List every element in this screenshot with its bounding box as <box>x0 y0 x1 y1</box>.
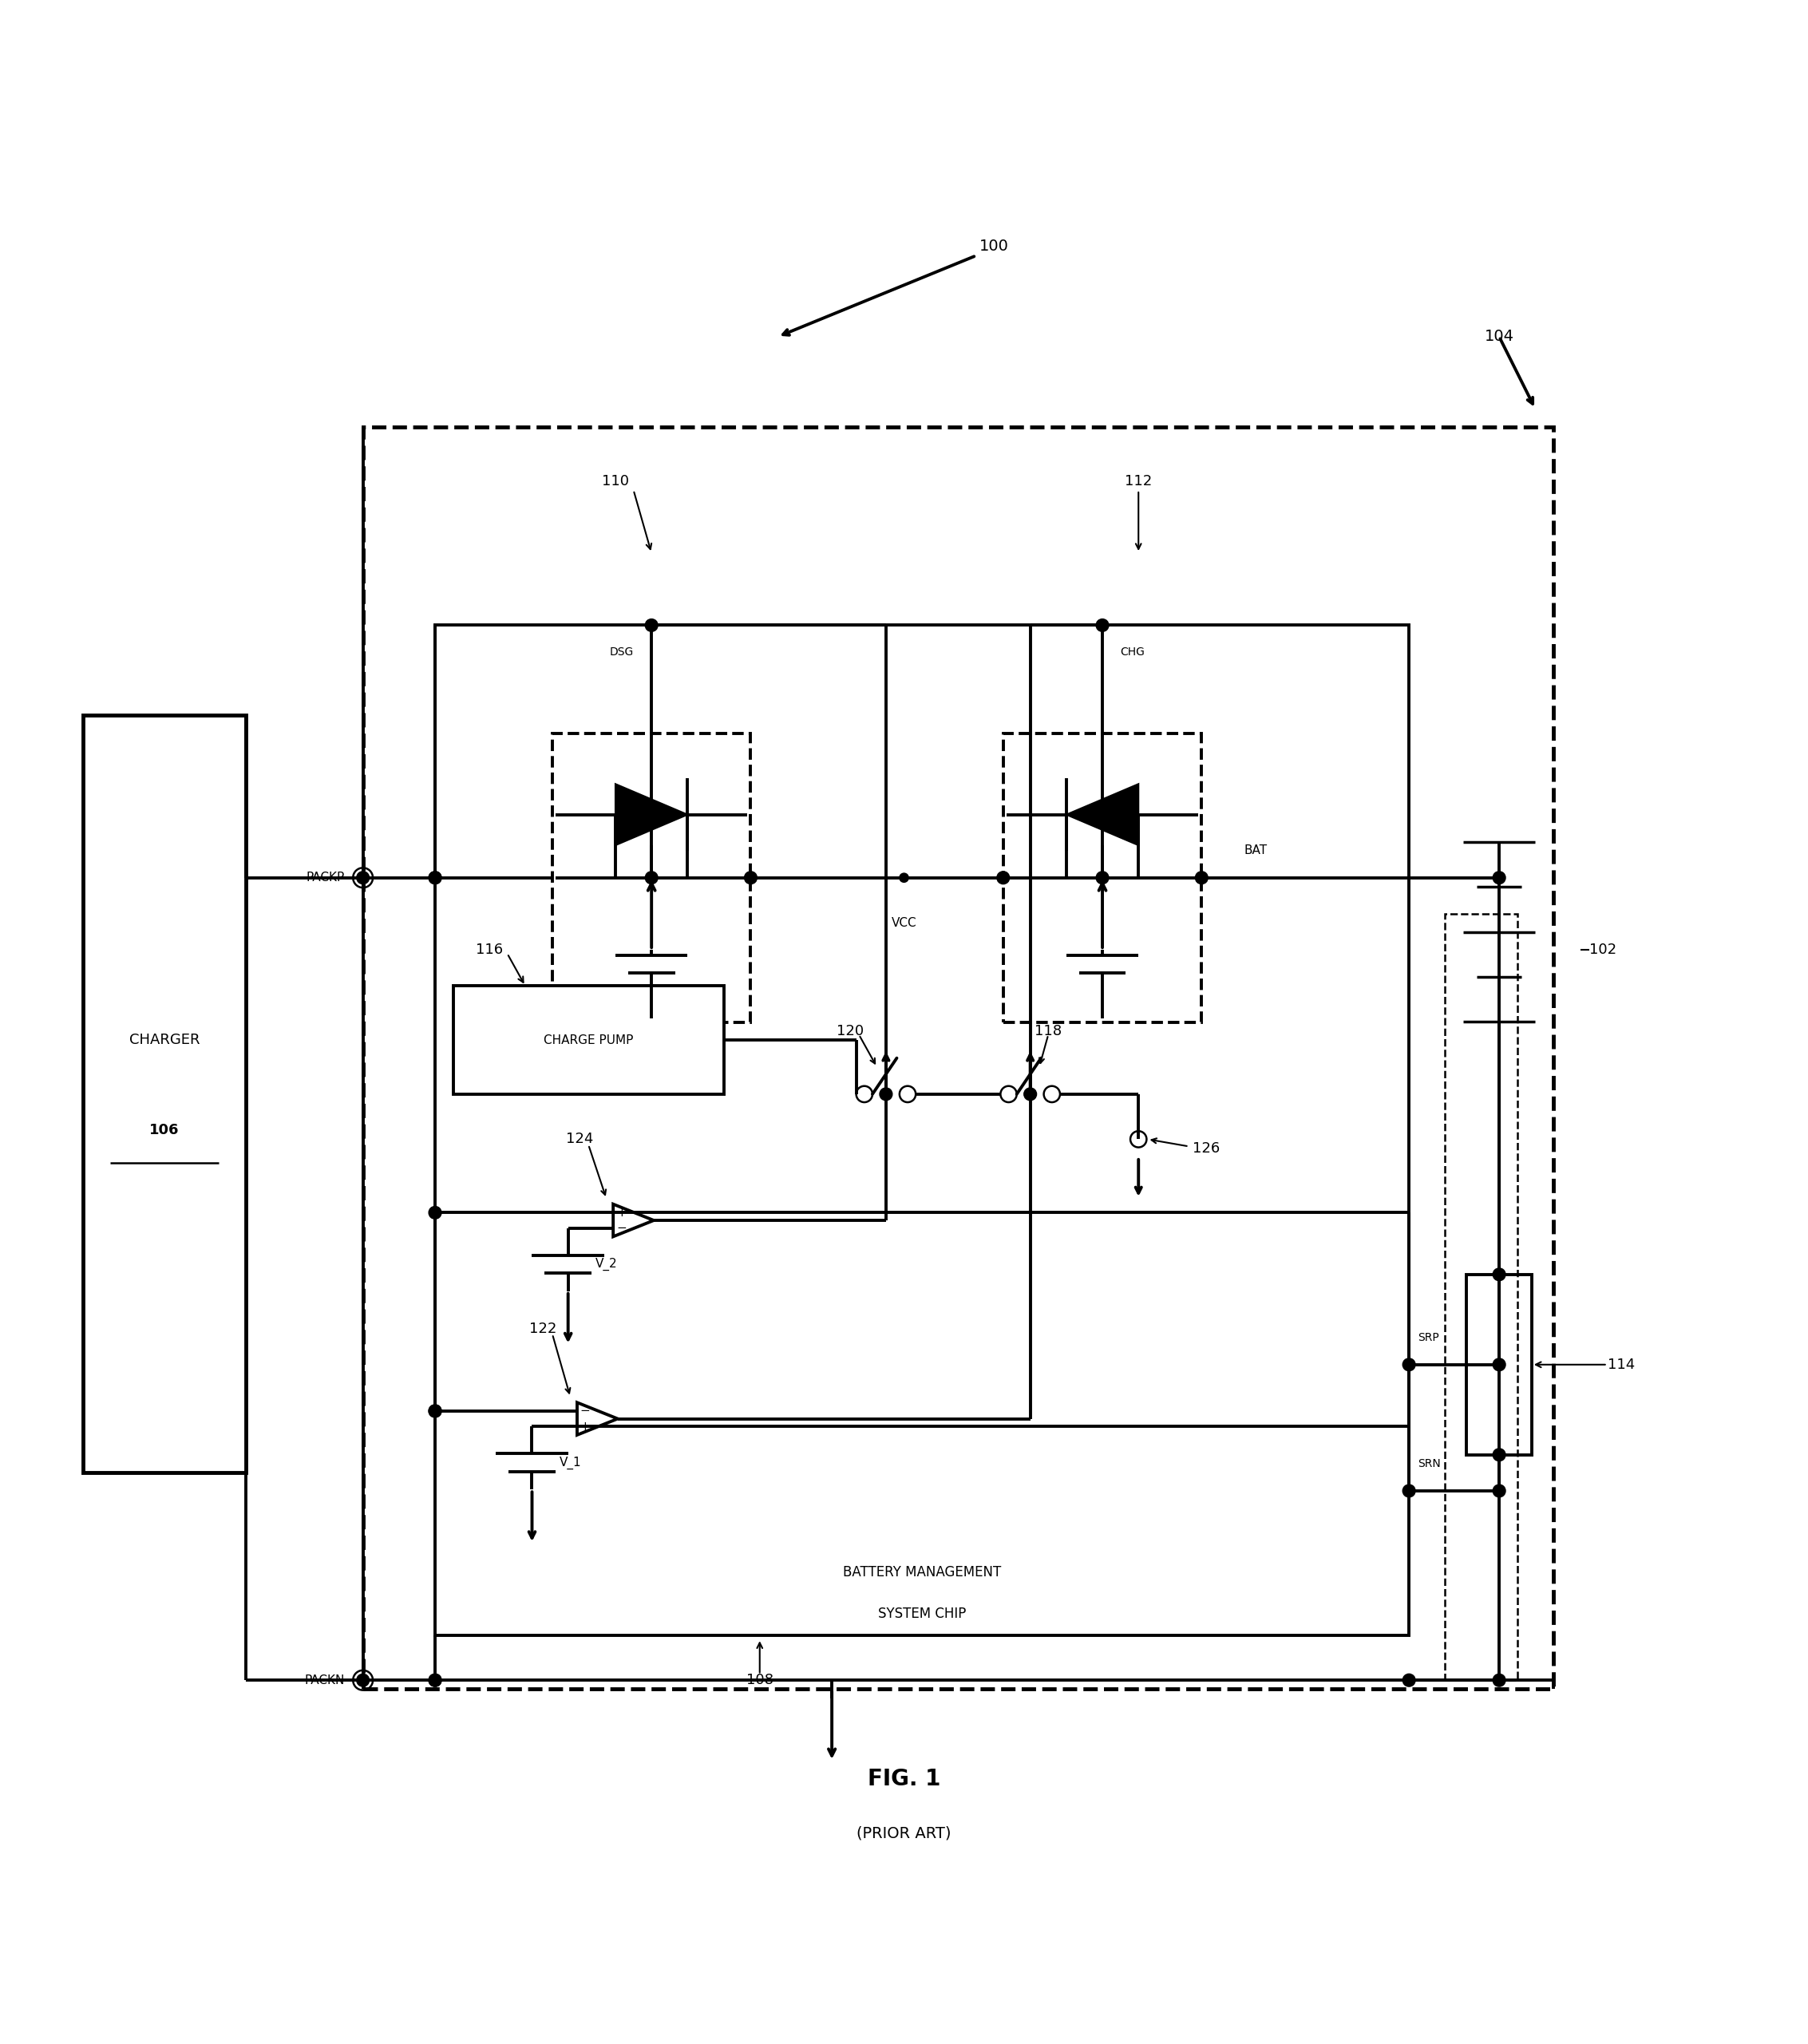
Text: SRP: SRP <box>1417 1333 1439 1343</box>
Text: SYSTEM CHIP: SYSTEM CHIP <box>879 1607 965 1621</box>
Text: +: + <box>580 1421 589 1433</box>
Text: PACKN: PACKN <box>306 1674 345 1686</box>
Text: V_1: V_1 <box>559 1455 580 1470</box>
Circle shape <box>356 871 369 885</box>
Text: SRN: SRN <box>1417 1457 1441 1470</box>
Text: CHARGER: CHARGER <box>128 1032 201 1047</box>
Circle shape <box>745 871 758 885</box>
Text: +: + <box>617 1206 626 1218</box>
Text: 118: 118 <box>1034 1024 1061 1038</box>
Bar <box>1466 1275 1531 1455</box>
Circle shape <box>1493 1674 1506 1686</box>
Circle shape <box>428 1404 441 1416</box>
Circle shape <box>1096 871 1108 885</box>
Circle shape <box>1403 1674 1416 1686</box>
Text: 124: 124 <box>566 1132 593 1147</box>
Text: 116: 116 <box>476 942 503 957</box>
Circle shape <box>428 1206 441 1218</box>
Polygon shape <box>615 785 687 846</box>
Text: (PRIOR ART): (PRIOR ART) <box>857 1825 951 1842</box>
Text: 120: 120 <box>837 1024 864 1038</box>
Circle shape <box>1493 1267 1506 1282</box>
Bar <box>436 625 1408 1635</box>
Text: 126: 126 <box>1193 1141 1220 1155</box>
Text: VCC: VCC <box>891 918 917 928</box>
Text: 108: 108 <box>747 1674 774 1688</box>
Circle shape <box>1096 619 1108 632</box>
Text: 122: 122 <box>530 1320 557 1335</box>
Circle shape <box>1493 1484 1506 1496</box>
Text: DSG: DSG <box>609 646 633 658</box>
Text: V_2: V_2 <box>595 1257 617 1271</box>
Text: 112: 112 <box>1125 474 1152 489</box>
Text: CHG: CHG <box>1121 646 1144 658</box>
Text: BAT: BAT <box>1244 844 1267 856</box>
Bar <box>454 985 723 1094</box>
Text: −: − <box>580 1404 589 1416</box>
Circle shape <box>1493 1359 1506 1372</box>
Text: 114: 114 <box>1607 1357 1634 1372</box>
Circle shape <box>1403 1484 1416 1496</box>
Circle shape <box>1023 1087 1036 1100</box>
Circle shape <box>428 871 441 885</box>
Polygon shape <box>1067 785 1139 846</box>
Circle shape <box>645 871 658 885</box>
Text: 104: 104 <box>1484 329 1513 343</box>
Text: FIG. 1: FIG. 1 <box>868 1768 940 1791</box>
Circle shape <box>356 1674 369 1686</box>
Text: BATTERY MANAGEMENT: BATTERY MANAGEMENT <box>843 1566 1002 1580</box>
Circle shape <box>1403 1359 1416 1372</box>
Bar <box>1445 914 1517 1680</box>
Bar <box>83 715 246 1474</box>
Circle shape <box>1493 871 1506 885</box>
Circle shape <box>428 871 441 885</box>
Circle shape <box>996 871 1009 885</box>
Text: CHARGE PUMP: CHARGE PUMP <box>544 1034 633 1047</box>
Circle shape <box>645 619 658 632</box>
Bar <box>551 734 750 1022</box>
Circle shape <box>428 1674 441 1686</box>
Bar <box>363 427 1553 1688</box>
Text: 110: 110 <box>602 474 629 489</box>
Circle shape <box>428 1404 441 1416</box>
Circle shape <box>880 1087 893 1100</box>
Text: 102: 102 <box>1589 942 1616 957</box>
Text: −: − <box>617 1222 626 1235</box>
Circle shape <box>1493 1449 1506 1461</box>
Circle shape <box>900 873 908 883</box>
Text: PACKP: PACKP <box>306 871 345 883</box>
Text: 100: 100 <box>980 239 1009 253</box>
Circle shape <box>428 1674 441 1686</box>
Circle shape <box>1195 871 1208 885</box>
Text: 106: 106 <box>150 1122 179 1136</box>
Bar <box>1003 734 1202 1022</box>
